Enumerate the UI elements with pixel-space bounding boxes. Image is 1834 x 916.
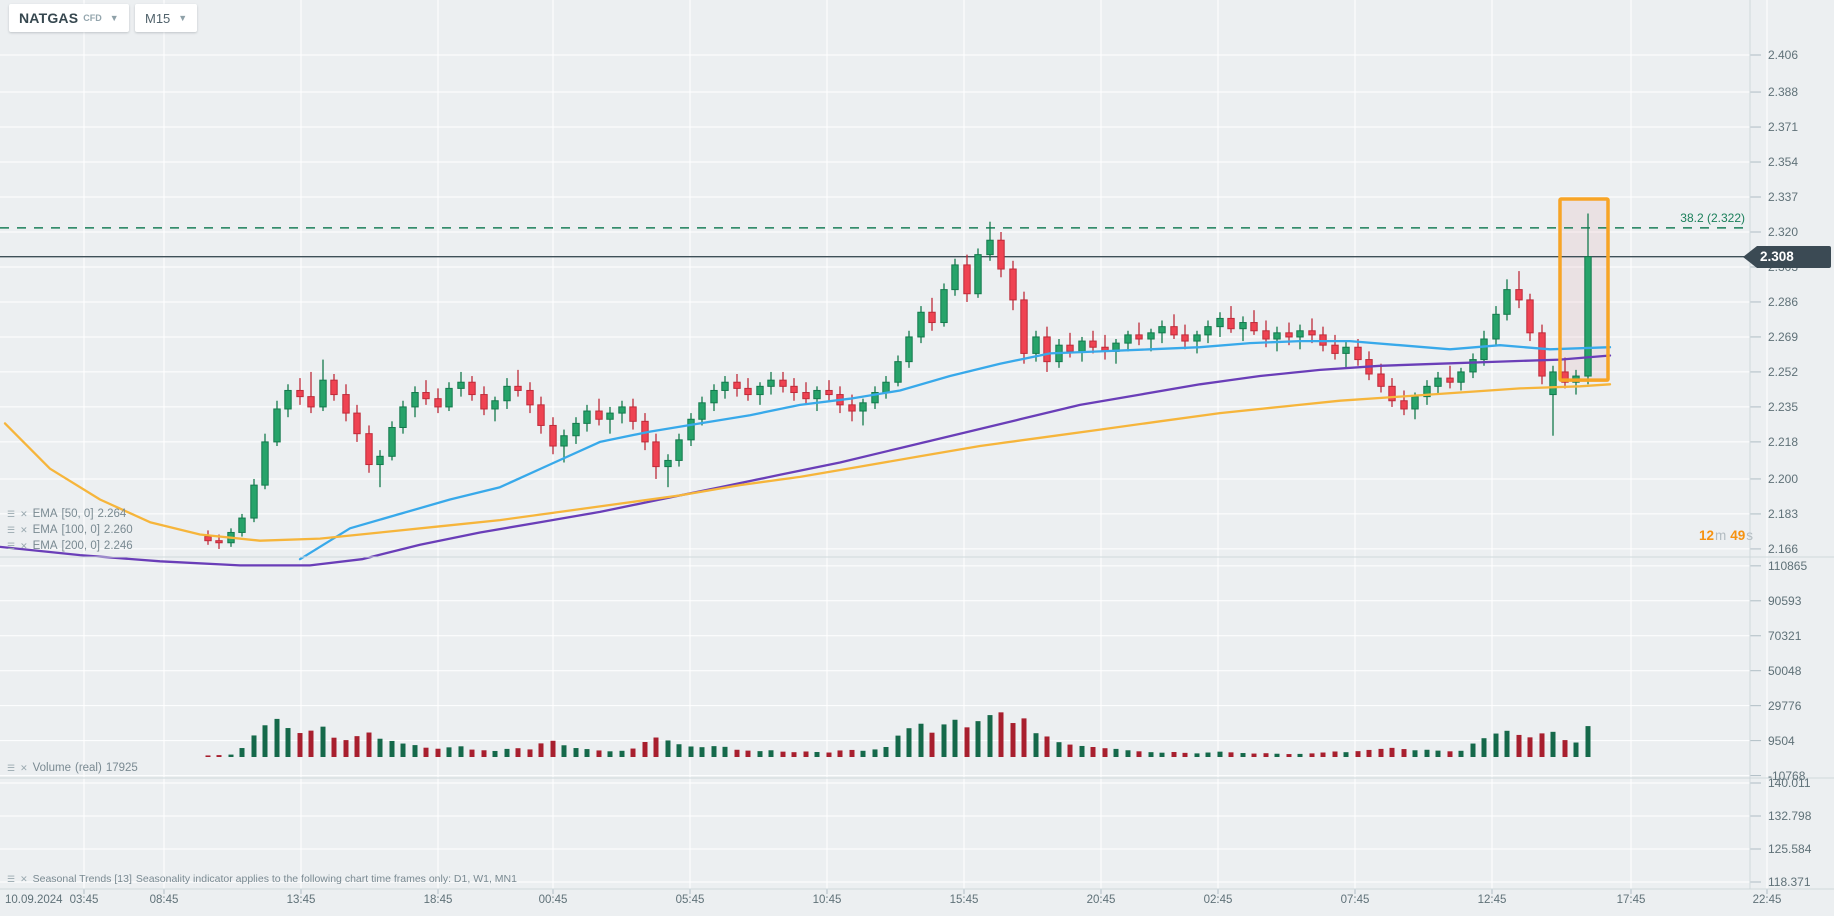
chevron-down-icon[interactable]: ▼: [109, 13, 119, 23]
price-axis-label: 2.166: [1768, 541, 1799, 556]
ema50-line: [298, 339, 1612, 561]
close-icon[interactable]: ✕: [20, 762, 28, 773]
close-icon[interactable]: ✕: [20, 540, 28, 551]
chevron-down-icon[interactable]: ▼: [178, 13, 188, 23]
close-icon[interactable]: ✕: [20, 508, 28, 519]
symbol-selector[interactable]: NATGAS CFD ▼: [9, 4, 129, 32]
price-axis-label: 2.218: [1768, 434, 1799, 449]
countdown-seconds: 49: [1730, 528, 1746, 543]
indicator-params: [50, 0]: [61, 508, 94, 520]
indicator-name: Volume: [32, 762, 71, 774]
indicator-value: 17925: [105, 762, 138, 774]
symbol-type-badge: CFD: [83, 13, 102, 23]
indicator-row-ema100: ☰ ✕ EMA [100, 0] 2.260: [7, 524, 137, 536]
indicator-row-seasonal: ☰ ✕ Seasonal Trends [13] Seasonality indi…: [7, 873, 521, 885]
ema200-line: [3, 383, 1612, 542]
volume-axis-label: 9504: [1768, 733, 1795, 748]
price-axis-label: 2.286: [1768, 294, 1799, 309]
indicator-name: Seasonal Trends [13]: [32, 873, 132, 885]
seasonal-axis-label: 140.011: [1768, 776, 1811, 790]
time-axis-label: 05:45: [675, 894, 705, 906]
price-axis-label: 2.337: [1768, 190, 1799, 204]
indicator-value: 2.264: [97, 508, 127, 520]
time-axis-label: 20:45: [1086, 894, 1116, 906]
highlight-box[interactable]: [1558, 197, 1610, 382]
indicator-name: EMA: [32, 524, 58, 536]
countdown-seconds-unit: s: [1746, 528, 1753, 543]
volume-axis-label: 70321: [1768, 628, 1802, 643]
price-axis-label: 2.371: [1768, 120, 1799, 135]
indicator-params: [200, 0]: [61, 540, 100, 552]
time-axis-label: 08:45: [149, 894, 179, 906]
volume-axis-label: 110865: [1768, 558, 1808, 573]
indicator-note: Seasonality indicator applies to the fol…: [135, 873, 517, 885]
seasonal-axis-label: 132.798: [1768, 809, 1812, 823]
menu-icon[interactable]: ☰: [7, 762, 16, 773]
volume-axis-label: 50048: [1768, 663, 1802, 678]
fib-level-label: 38.2 (2.322): [1680, 211, 1745, 225]
volume-axis-label: 29776: [1768, 698, 1802, 713]
candle-countdown-timer: 12m 49s: [1699, 528, 1757, 543]
indicator-row-ema50: ☰ ✕ EMA [50, 0] 2.264: [7, 508, 130, 520]
time-axis-label: 00:45: [538, 894, 568, 906]
time-axis-label: 13:45: [286, 894, 316, 906]
price-axis-label: 2.235: [1768, 399, 1799, 414]
close-icon[interactable]: ✕: [20, 524, 28, 535]
indicator-name: EMA: [32, 540, 58, 552]
price-axis-label: 2.183: [1768, 506, 1799, 521]
volume-axis-label: 90593: [1768, 593, 1802, 608]
price-axis-label: 2.354: [1768, 155, 1799, 170]
time-axis-label: 02:45: [1203, 894, 1233, 906]
price-axis-label: 2.320: [1768, 224, 1799, 239]
menu-icon[interactable]: ☰: [7, 540, 16, 551]
seasonal-axis-label: 118.371: [1768, 875, 1811, 889]
indicator-row-volume: ☰ ✕ Volume (real) 17925: [7, 762, 142, 774]
time-axis-label: 17:45: [1616, 894, 1646, 906]
highlight-box-fill: [1560, 199, 1608, 381]
time-axis-label: 07:45: [1340, 894, 1370, 906]
menu-icon[interactable]: ☰: [7, 873, 16, 884]
price-axis-label: 2.269: [1768, 329, 1799, 344]
countdown-minutes: 12: [1698, 528, 1714, 543]
seasonal-axis-label: 125.584: [1768, 842, 1812, 856]
time-axis-label: 03:45: [69, 894, 99, 906]
time-axis-label: 10:45: [812, 894, 842, 906]
time-axis-label: 15:45: [949, 894, 979, 906]
price-axis-label: 2.252: [1768, 364, 1799, 379]
time-axis-label: 18:45: [423, 894, 453, 906]
volume-axis-label: -10768: [1768, 768, 1806, 783]
current-price-tag: 2.308: [1743, 246, 1831, 268]
close-icon[interactable]: ✕: [20, 873, 28, 884]
indicator-value: 2.260: [103, 524, 133, 536]
countdown-minutes-unit: m: [1714, 528, 1727, 543]
indicator-row-ema200: ☰ ✕ EMA [200, 0] 2.246: [7, 540, 137, 552]
price-axis-label: 2.388: [1768, 85, 1799, 100]
ema100-line: [0, 354, 1612, 567]
timeframe-selector[interactable]: M15 ▼: [135, 4, 198, 32]
price-axis-label: 2.406: [1768, 48, 1799, 62]
menu-icon[interactable]: ☰: [7, 508, 16, 519]
time-axis-label: 10.09.2024: [5, 894, 63, 906]
indicator-value: 2.246: [103, 540, 133, 552]
menu-icon[interactable]: ☰: [7, 524, 16, 535]
indicator-name: EMA: [32, 508, 58, 520]
time-axis-label: 12:45: [1477, 894, 1507, 906]
timeframe-label: M15: [145, 10, 171, 26]
price-axis-label: 2.200: [1768, 471, 1799, 486]
symbol-name: NATGAS: [19, 10, 79, 26]
indicator-params: [100, 0]: [61, 524, 100, 536]
indicator-params: (real): [74, 762, 102, 774]
time-axis-label: 22:45: [1752, 894, 1782, 906]
